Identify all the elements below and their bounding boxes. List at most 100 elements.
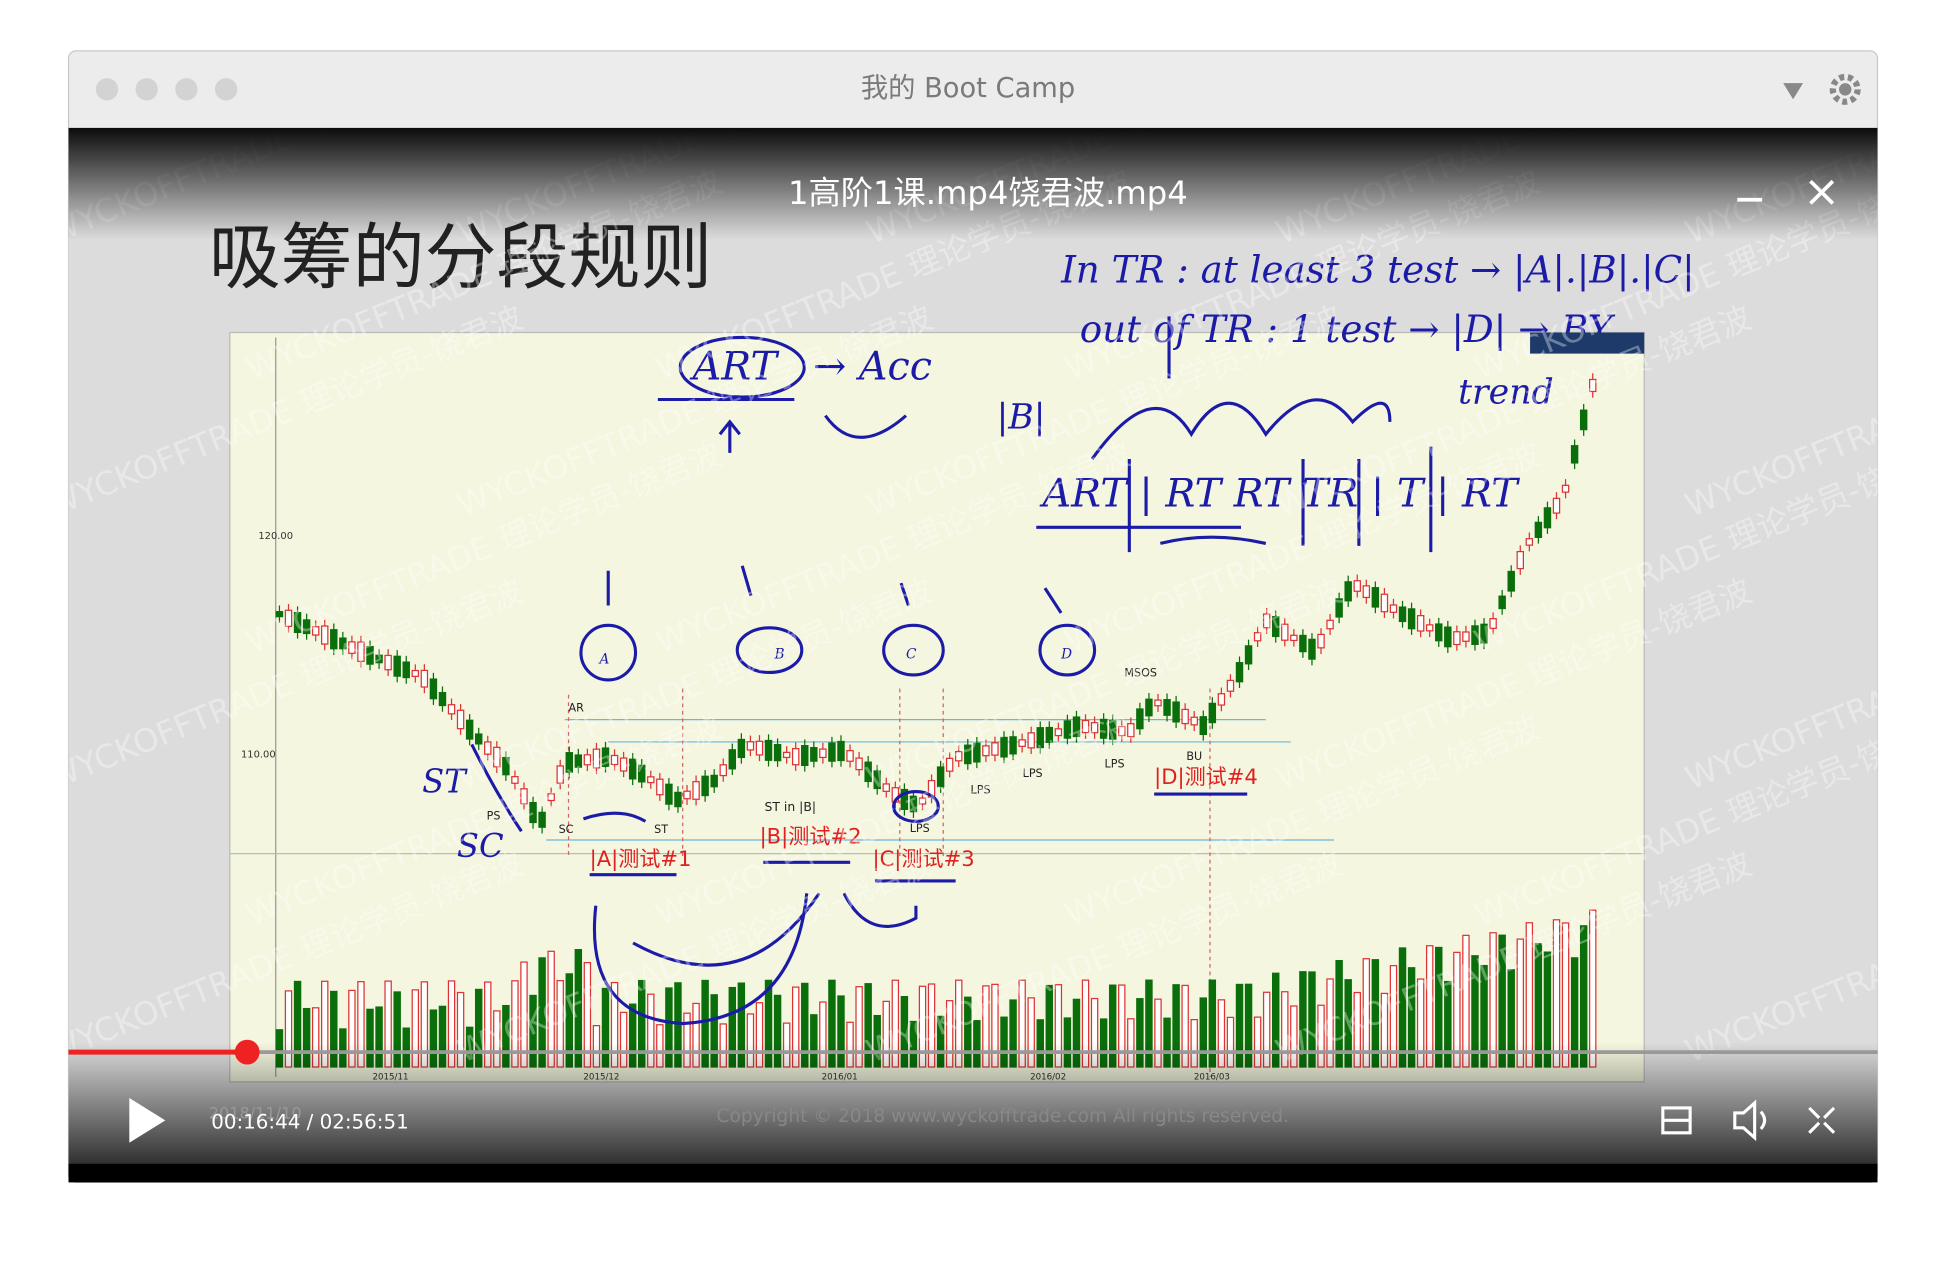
zoom-button[interactable] xyxy=(175,78,198,101)
minimize-button[interactable] xyxy=(135,78,158,101)
candle-body xyxy=(791,747,800,766)
candle-body xyxy=(1127,723,1135,738)
volume-button[interactable] xyxy=(1733,1099,1767,1142)
candle-body xyxy=(728,749,737,770)
candle-body xyxy=(520,788,528,805)
extra-button[interactable] xyxy=(214,78,238,101)
candle-body xyxy=(1534,521,1543,538)
candle-body xyxy=(447,704,456,715)
candle-body xyxy=(420,669,429,688)
play-button[interactable] xyxy=(129,1098,166,1143)
note: ST xyxy=(422,763,468,801)
candle-body xyxy=(1462,631,1470,642)
test-label: |D|测试#4 xyxy=(1154,764,1258,790)
candle-body xyxy=(683,790,691,800)
candle-body xyxy=(1480,623,1488,644)
note: → Acc xyxy=(813,344,932,390)
close-button[interactable] xyxy=(95,78,119,101)
candle-body xyxy=(619,757,628,772)
window-title: 我的 Boot Camp xyxy=(861,73,1075,104)
dropdown[interactable] xyxy=(1783,83,1804,100)
close-video[interactable] xyxy=(1809,179,1835,205)
chart-label: LPS xyxy=(971,783,991,796)
video-title: 1高阶1课.mp4饶君波.mp4 xyxy=(788,174,1188,212)
candle-body xyxy=(1344,581,1352,602)
circle-label: A xyxy=(598,652,610,668)
candle-body xyxy=(1036,727,1044,749)
test-label: |C|测试#3 xyxy=(873,846,975,872)
candle-body xyxy=(1516,550,1524,570)
candle-body xyxy=(782,751,791,759)
candle-body xyxy=(1281,623,1289,641)
candle-body xyxy=(1163,699,1171,716)
candle-body xyxy=(1589,378,1597,393)
candle-body xyxy=(1009,736,1017,755)
candle-body xyxy=(909,795,918,813)
candle-body xyxy=(1525,538,1534,546)
candle-body xyxy=(638,764,646,783)
candle-body xyxy=(773,744,782,762)
candle-body xyxy=(1108,720,1117,740)
progress-handle[interactable] xyxy=(234,1039,260,1065)
candle-body xyxy=(529,802,537,824)
candle-body xyxy=(864,761,872,783)
candle-body xyxy=(465,719,474,740)
candle-body xyxy=(1154,699,1162,707)
chart-label: LPS xyxy=(1023,767,1043,780)
candle-body xyxy=(1244,645,1253,665)
candle-body xyxy=(1543,507,1552,529)
candle-body xyxy=(1226,679,1235,692)
hand-strokes xyxy=(470,316,1433,1026)
candle-body xyxy=(484,741,492,755)
candle-body xyxy=(456,709,465,730)
candle-body xyxy=(330,629,338,650)
candle-body xyxy=(565,752,573,773)
chart-label: ST xyxy=(654,823,668,836)
candle-body xyxy=(1145,698,1153,717)
settings[interactable] xyxy=(1829,73,1861,105)
watermark: WYCKOFFTRADE 理论学员-饶君波 xyxy=(1878,162,1946,388)
candle-body xyxy=(293,612,302,634)
candle-body xyxy=(502,756,510,776)
candle-body xyxy=(1371,587,1380,608)
candle-body xyxy=(1308,638,1316,660)
candle-body xyxy=(855,757,863,771)
candle-body xyxy=(1000,736,1008,758)
candle-body xyxy=(964,744,972,765)
candle-body xyxy=(665,783,673,805)
candle-body xyxy=(474,733,483,745)
candle-body xyxy=(1181,708,1189,725)
candle-body xyxy=(547,793,555,802)
candle-body xyxy=(801,745,809,767)
candle-body xyxy=(1018,739,1026,747)
candle-body xyxy=(828,742,836,762)
candle-body xyxy=(1326,619,1334,630)
candle-body xyxy=(1054,728,1063,737)
note: ART xyxy=(689,344,780,390)
candle-body xyxy=(746,741,755,751)
candle-body xyxy=(1561,484,1570,493)
candle-body xyxy=(556,765,564,784)
candle-body xyxy=(1253,632,1262,642)
candle-body xyxy=(1072,716,1081,738)
candle-body xyxy=(1063,720,1072,739)
candle-body xyxy=(610,754,619,766)
note: ART | RT RT TR | T | RT xyxy=(1038,470,1520,516)
candle-body xyxy=(574,754,583,768)
chart-label: AR xyxy=(569,701,585,714)
video: 吸筹的分段规则 120.00 110.00 2015/11 2015/12 20… xyxy=(69,128,1946,1183)
video-date: 2018/11/10 xyxy=(209,1104,302,1123)
fullscreen-button[interactable] xyxy=(1808,1106,1836,1134)
candle-body xyxy=(1190,716,1198,726)
candle-body xyxy=(719,764,727,777)
candle-body xyxy=(1099,718,1108,739)
note: In TR : at least 3 test → |A|.|B|.|C| xyxy=(1060,247,1695,291)
candle-body xyxy=(982,745,990,757)
candle-body xyxy=(311,626,320,636)
pip-button[interactable] xyxy=(1661,1106,1692,1135)
candle-body xyxy=(429,678,438,700)
candle-body xyxy=(701,775,709,797)
candle-body xyxy=(1489,618,1497,629)
candle-body xyxy=(1118,725,1126,737)
candle-body xyxy=(366,645,374,665)
